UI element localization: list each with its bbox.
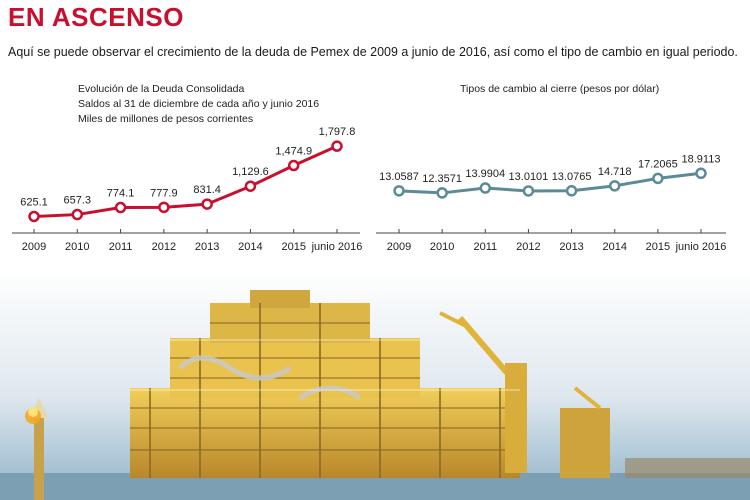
fx-x-tick-label: 2013 [559, 241, 583, 253]
fx-data-label: 17.2065 [638, 158, 678, 170]
debt-x-tick-label: 2013 [195, 241, 219, 253]
fx-data-point [522, 185, 535, 197]
debt-data-point [28, 210, 40, 223]
debt-x-tick-label: 2015 [281, 241, 305, 253]
fx-data-point [393, 185, 405, 197]
debt-line-chart: 2009 2010 2011 2012 2013 2014 2015 junio 2016 62… [12, 126, 362, 253]
debt-data-label: 1,797.8 [319, 126, 356, 138]
fx-line-chart: 2009 2010 2011 2012 2013 2014 2015 junio 2016 13… [376, 153, 726, 253]
fx-x-tick-label: 2011 [473, 241, 497, 253]
debt-data-point [158, 201, 170, 214]
fx-data-label: 14.718 [598, 166, 632, 178]
debt-data-label: 625.1 [20, 196, 48, 208]
fx-x-tick-label: 2010 [430, 241, 454, 253]
debt-data-point [201, 198, 213, 210]
fx-data-label: 13.0101 [509, 171, 549, 183]
fx-chart-header: Tipos de cambio al cierre (pesos por dól… [460, 82, 659, 97]
fx-data-label: 13.0587 [379, 171, 419, 183]
debt-data-point [71, 208, 84, 221]
fx-chart-title: Tipos de cambio al cierre (pesos por dól… [460, 83, 660, 95]
debt-data-label: 1,129.6 [232, 166, 269, 178]
offshore-oil-platform-photo [0, 268, 750, 500]
debt-data-label: 774.1 [107, 188, 135, 200]
fx-data-point [436, 187, 448, 199]
fx-x-tick-label: 2015 [646, 241, 670, 253]
debt-x-tick-label: 2009 [22, 241, 46, 253]
debt-data-point [287, 159, 300, 172]
debt-x-tick-label: 2014 [238, 241, 262, 253]
fx-data-label: 18.9113 [682, 153, 721, 165]
fx-data-point [479, 182, 492, 194]
fx-data-point [608, 180, 621, 192]
fx-data-label: 12.3571 [422, 173, 462, 185]
fx-x-tick-label: 2014 [602, 241, 626, 253]
debt-data-point [331, 140, 343, 152]
fx-data-point [565, 185, 578, 197]
debt-data-label: 777.9 [150, 187, 178, 199]
fx-data-point [652, 172, 664, 185]
debt-chart-header: Evolución de la Deuda Consolidada Saldos… [78, 82, 319, 127]
fx-data-point [695, 167, 707, 180]
debt-data-label: 657.3 [64, 195, 92, 207]
fx-series-line [398, 171, 702, 195]
debt-x-tick-label: 2012 [152, 241, 176, 253]
fx-x-tick-label: 2012 [516, 241, 540, 253]
debt-chart-subtitle-2: Miles de millones de pesos corrientes [78, 113, 254, 125]
debt-series-line [33, 144, 338, 218]
charts-svg: 2009 2010 2011 2012 2013 2014 2015 junio 2016 62… [12, 126, 726, 253]
debt-data-point [114, 201, 127, 214]
fx-data-label: 13.9904 [465, 168, 505, 180]
fx-x-tick-label: 2009 [387, 241, 411, 253]
debt-x-tick-label: 2011 [109, 241, 133, 253]
headline: EN ASCENSO [8, 2, 184, 32]
subtitle: Aquí se puede observar el crecimiento de… [8, 44, 738, 59]
fx-data-label: 13.0765 [552, 171, 592, 183]
fx-x-tick-label: junio 2016 [675, 241, 727, 253]
debt-data-label: 1,474.9 [275, 146, 312, 158]
debt-x-tick-label: 2010 [65, 241, 89, 253]
debt-data-label: 831.4 [193, 184, 221, 196]
debt-chart-subtitle-1: Saldos al 31 de diciembre de cada año y … [78, 98, 320, 110]
debt-chart-title: Evolución de la Deuda Consolidada [78, 83, 245, 95]
debt-data-point [244, 180, 257, 192]
debt-x-tick-label: junio 2016 [311, 241, 363, 253]
